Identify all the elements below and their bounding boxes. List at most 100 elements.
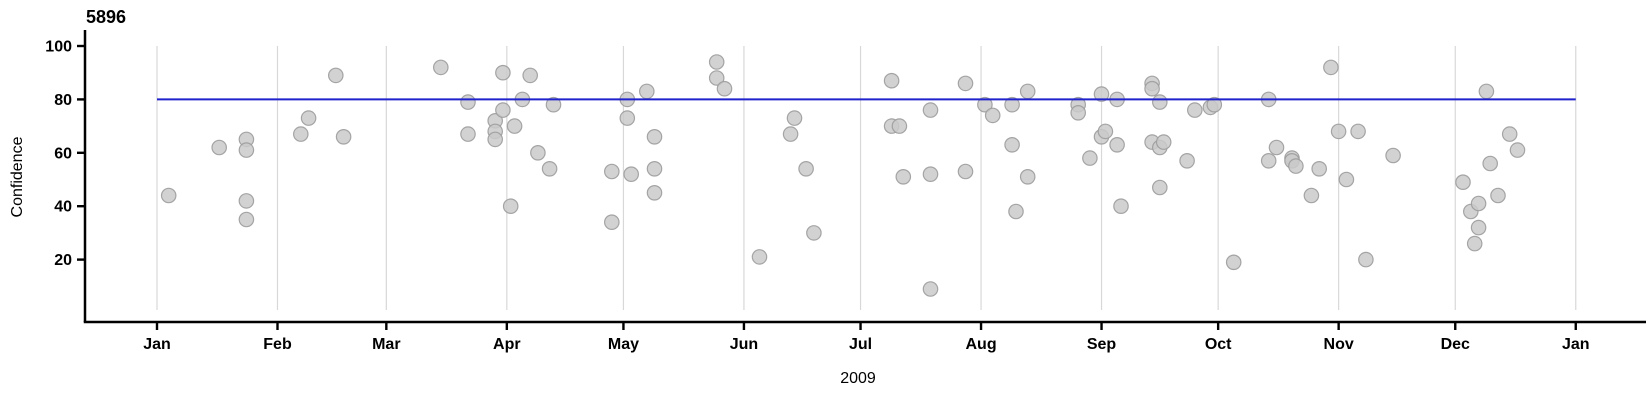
data-point xyxy=(487,131,503,148)
y-tick-label: 20 xyxy=(54,252,72,269)
data-point xyxy=(751,249,768,265)
data-point xyxy=(1509,142,1526,158)
data-point xyxy=(623,166,639,182)
data-point xyxy=(460,94,476,110)
data-point xyxy=(1490,187,1506,204)
x-tick-label: Apr xyxy=(493,336,521,353)
x-tick-label: Sep xyxy=(1087,336,1117,353)
data-point xyxy=(1478,83,1495,100)
data-point xyxy=(806,225,822,241)
data-point xyxy=(619,110,636,126)
data-point xyxy=(545,96,562,113)
y-tick-label: 60 xyxy=(54,145,72,162)
data-point xyxy=(1323,59,1339,76)
x-axis-title: 2009 xyxy=(840,370,876,387)
data-point xyxy=(646,161,663,177)
data-point xyxy=(1466,235,1483,252)
data-point xyxy=(1350,123,1366,140)
data-point xyxy=(1482,155,1498,172)
x-tick-label: Dec xyxy=(1441,336,1470,353)
data-point xyxy=(327,67,344,84)
data-point xyxy=(922,281,939,297)
y-tick-label: 80 xyxy=(54,92,72,109)
data-point xyxy=(883,72,900,89)
y-axis-ticks: 20 40 60 80 100 xyxy=(45,39,85,269)
data-point xyxy=(1268,139,1285,156)
data-point xyxy=(1008,203,1024,220)
data-point xyxy=(238,193,255,209)
x-tick-label: Jan xyxy=(1562,336,1590,353)
month-gridlines xyxy=(156,46,1577,310)
y-tick-label: 100 xyxy=(45,39,72,56)
x-axis-ticks: Jan Feb Mar Apr May Jun Jul Aug Sep Oct Nov Dec Jan xyxy=(143,322,1590,353)
data-point xyxy=(922,166,939,182)
data-point xyxy=(1113,198,1129,214)
data-point xyxy=(1152,94,1168,110)
x-tick-label: May xyxy=(608,336,639,353)
data-point xyxy=(891,118,908,134)
data-point xyxy=(1470,195,1487,212)
data-point xyxy=(300,110,317,126)
data-points-layer xyxy=(160,54,1526,297)
data-point xyxy=(1109,137,1125,153)
data-point xyxy=(782,126,799,142)
data-point xyxy=(1019,83,1036,100)
data-point xyxy=(957,163,974,180)
data-point xyxy=(1338,171,1355,188)
y-axis-title: Confidence xyxy=(9,136,26,217)
data-point xyxy=(495,102,511,118)
data-point xyxy=(522,67,538,84)
x-tick-label: Feb xyxy=(263,336,292,353)
data-point xyxy=(957,75,974,92)
data-point xyxy=(1179,153,1195,169)
data-point xyxy=(603,163,620,180)
data-point xyxy=(292,126,309,142)
data-point xyxy=(798,161,814,177)
data-point xyxy=(1004,96,1020,113)
data-point xyxy=(1311,161,1327,177)
data-point xyxy=(238,142,255,158)
axes-layer xyxy=(83,30,1646,324)
data-point xyxy=(1358,251,1374,268)
data-point xyxy=(638,83,655,100)
data-point xyxy=(1225,254,1242,271)
data-point xyxy=(1004,137,1020,153)
data-point xyxy=(1187,102,1203,118)
data-point xyxy=(646,185,663,201)
data-point xyxy=(211,139,227,156)
data-point xyxy=(1152,179,1168,196)
data-point xyxy=(786,110,803,126)
x-tick-label: Mar xyxy=(372,336,400,353)
data-point xyxy=(1019,169,1036,185)
data-point xyxy=(977,96,993,113)
data-point xyxy=(432,59,449,76)
data-point xyxy=(708,54,725,70)
x-tick-label: Jul xyxy=(849,336,872,353)
data-point xyxy=(1260,153,1277,169)
data-point xyxy=(1082,150,1098,166)
data-point xyxy=(1093,86,1110,102)
x-tick-label: Jan xyxy=(143,336,171,353)
data-point xyxy=(895,169,912,185)
data-point xyxy=(460,126,476,142)
data-point xyxy=(530,145,546,161)
data-point xyxy=(1470,219,1487,236)
data-point xyxy=(716,80,733,97)
x-tick-label: Nov xyxy=(1324,336,1354,353)
data-point xyxy=(708,70,725,86)
y-tick-label: 40 xyxy=(54,199,72,216)
data-point xyxy=(1070,105,1086,121)
x-tick-label: Jun xyxy=(730,336,758,353)
data-point xyxy=(506,118,523,134)
data-point xyxy=(603,214,620,230)
data-point xyxy=(1206,96,1223,113)
data-point xyxy=(1501,126,1518,142)
data-point xyxy=(1288,158,1304,174)
data-point xyxy=(984,107,1001,124)
data-point xyxy=(335,129,352,145)
plot-title: 5896 xyxy=(86,7,126,27)
data-point xyxy=(495,64,511,81)
data-point xyxy=(1385,147,1401,164)
